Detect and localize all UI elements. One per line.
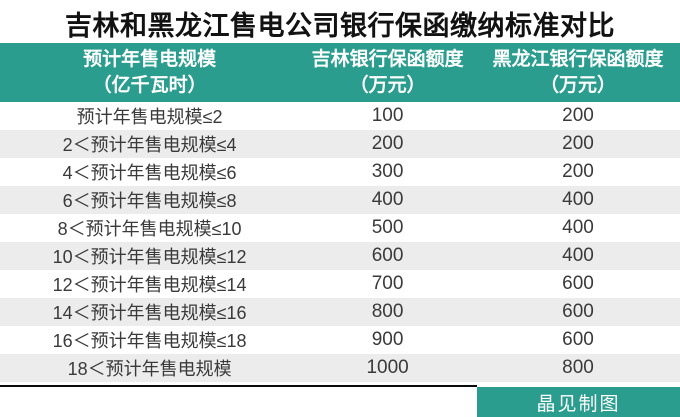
heilongjiang-amount-cell: 600 [562,301,594,322]
credit-badge: 晶见制图 [477,387,680,417]
heilongjiang-amount-cell: 800 [562,357,594,378]
heilongjiang-amount-cell: 400 [562,245,594,266]
jilin-amount-cell: 1000 [366,357,409,378]
header-heilongjiang-line1: 黑龙江银行保函额度 [492,48,664,70]
table-row: 18＜预计年售电规模 1000 800 [0,354,680,382]
scale-cell: 4＜预计年售电规模≤6 [62,163,237,183]
header-jilin-line2: （万元） [349,74,426,96]
table-header-row: 预计年售电规模 （亿千瓦时） 吉林银行保函额度 （万元） 黑龙江银行保函额度 （… [0,43,680,102]
header-heilongjiang-line2: （万元） [539,74,616,96]
jilin-amount-cell: 900 [371,329,404,350]
bottom-divider [0,385,477,387]
scale-cell: 10＜预计年售电规模≤12 [52,247,247,267]
heilongjiang-amount-cell: 400 [562,189,594,210]
header-jilin-column: 吉林银行保函额度 （万元） [299,47,476,99]
jilin-amount-cell: 300 [371,161,404,182]
jilin-amount-cell: 600 [371,245,404,266]
table-row: 14＜预计年售电规模≤16 800 600 [0,298,680,326]
heilongjiang-amount-cell: 600 [562,329,594,350]
jilin-amount-cell: 500 [371,217,404,238]
scale-cell: 2＜预计年售电规模≤4 [62,135,237,155]
table-body: 预计年售电规模≤2 100 200 2＜预计年售电规模≤4 200 200 4＜… [0,102,680,382]
header-scale-line1: 预计年售电规模 [83,48,217,70]
scale-cell: 6＜预计年售电规模≤8 [62,191,237,211]
jilin-amount-cell: 400 [371,189,404,210]
scale-cell: 18＜预计年售电规模 [67,359,232,379]
heilongjiang-amount-cell: 400 [562,217,594,238]
scale-cell: 12＜预计年售电规模≤14 [52,275,247,295]
jilin-amount-cell: 200 [371,133,404,154]
jilin-amount-cell: 700 [371,273,404,294]
table-row: 6＜预计年售电规模≤8 400 400 [0,186,680,214]
header-heilongjiang-column: 黑龙江银行保函额度 （万元） [476,47,680,99]
header-scale-column: 预计年售电规模 （亿千瓦时） [0,47,299,99]
scale-cell: 8＜预计年售电规模≤10 [57,219,242,239]
table-row: 8＜预计年售电规模≤10 500 400 [0,214,680,242]
table-row: 16＜预计年售电规模≤18 900 600 [0,326,680,354]
scale-cell: 预计年售电规模≤2 [76,107,223,127]
heilongjiang-amount-cell: 200 [562,161,594,182]
table-row: 2＜预计年售电规模≤4 200 200 [0,130,680,158]
header-scale-line2: （亿千瓦时） [92,74,207,96]
table-row: 10＜预计年售电规模≤12 600 400 [0,242,680,270]
page-title: 吉林和黑龙江售电公司银行保函缴纳标准对比 [65,11,615,41]
jilin-amount-cell: 100 [371,105,404,126]
scale-cell: 16＜预计年售电规模≤18 [52,331,247,351]
table-row: 预计年售电规模≤2 100 200 [0,102,680,130]
heilongjiang-amount-cell: 200 [562,133,594,154]
jilin-amount-cell: 800 [371,301,404,322]
header-jilin-line1: 吉林银行保函额度 [311,48,464,70]
table-row: 4＜预计年售电规模≤6 300 200 [0,158,680,186]
table-row: 12＜预计年售电规模≤14 700 600 [0,270,680,298]
heilongjiang-amount-cell: 200 [562,105,594,126]
heilongjiang-amount-cell: 600 [562,273,594,294]
scale-cell: 14＜预计年售电规模≤16 [52,303,247,323]
